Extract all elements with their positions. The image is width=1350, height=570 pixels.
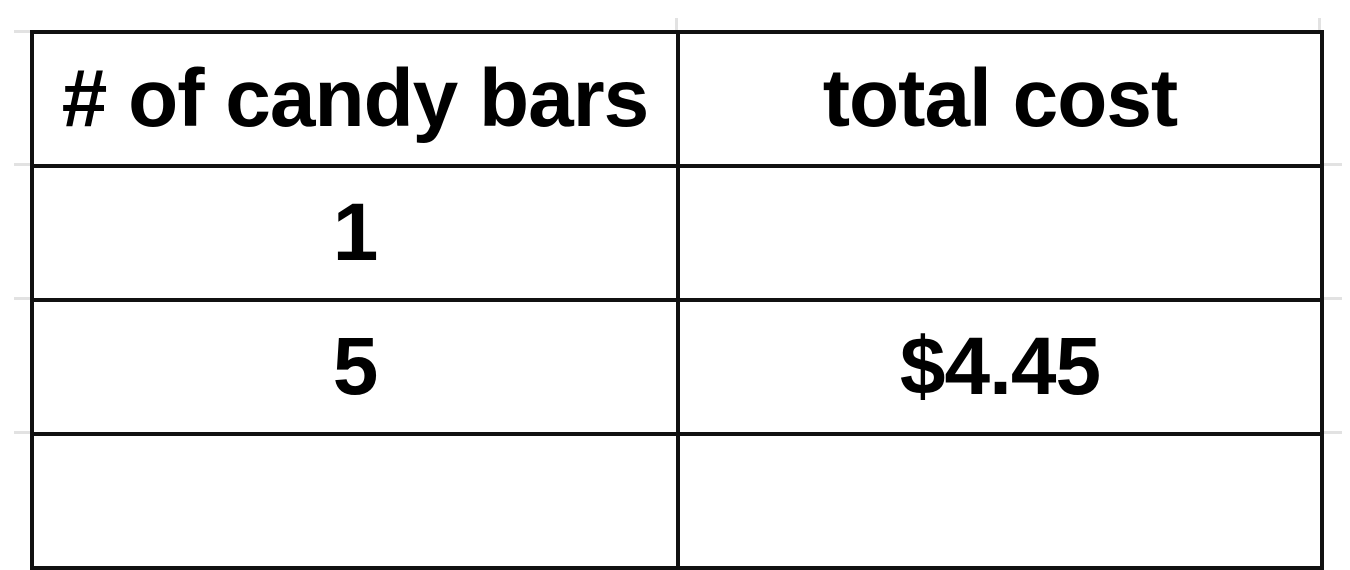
header-row: # of candy bars total cost <box>30 30 1324 168</box>
table-row: 1 <box>30 164 1324 302</box>
candy-cost-table: # of candy bars total cost 1 5 $4.45 <box>30 30 1324 570</box>
table-cell[interactable]: 1 <box>30 164 680 302</box>
header-cell[interactable]: total cost <box>676 30 1324 168</box>
gridline <box>14 30 30 33</box>
table-cell[interactable] <box>676 432 1324 570</box>
gridline <box>14 163 30 166</box>
gridline <box>14 297 30 300</box>
gridline <box>1318 18 1321 30</box>
table-cell[interactable] <box>676 164 1324 302</box>
gridline <box>14 431 30 434</box>
table-row: 5 $4.45 <box>30 298 1324 436</box>
table-cell[interactable]: 5 <box>30 298 680 436</box>
header-cell[interactable]: # of candy bars <box>30 30 680 168</box>
gridline <box>675 18 678 30</box>
gridline <box>1322 163 1342 166</box>
gridline <box>1322 297 1342 300</box>
table-row <box>30 432 1324 570</box>
gridline <box>1322 431 1342 434</box>
table-cell[interactable] <box>30 432 680 570</box>
table-cell[interactable]: $4.45 <box>676 298 1324 436</box>
